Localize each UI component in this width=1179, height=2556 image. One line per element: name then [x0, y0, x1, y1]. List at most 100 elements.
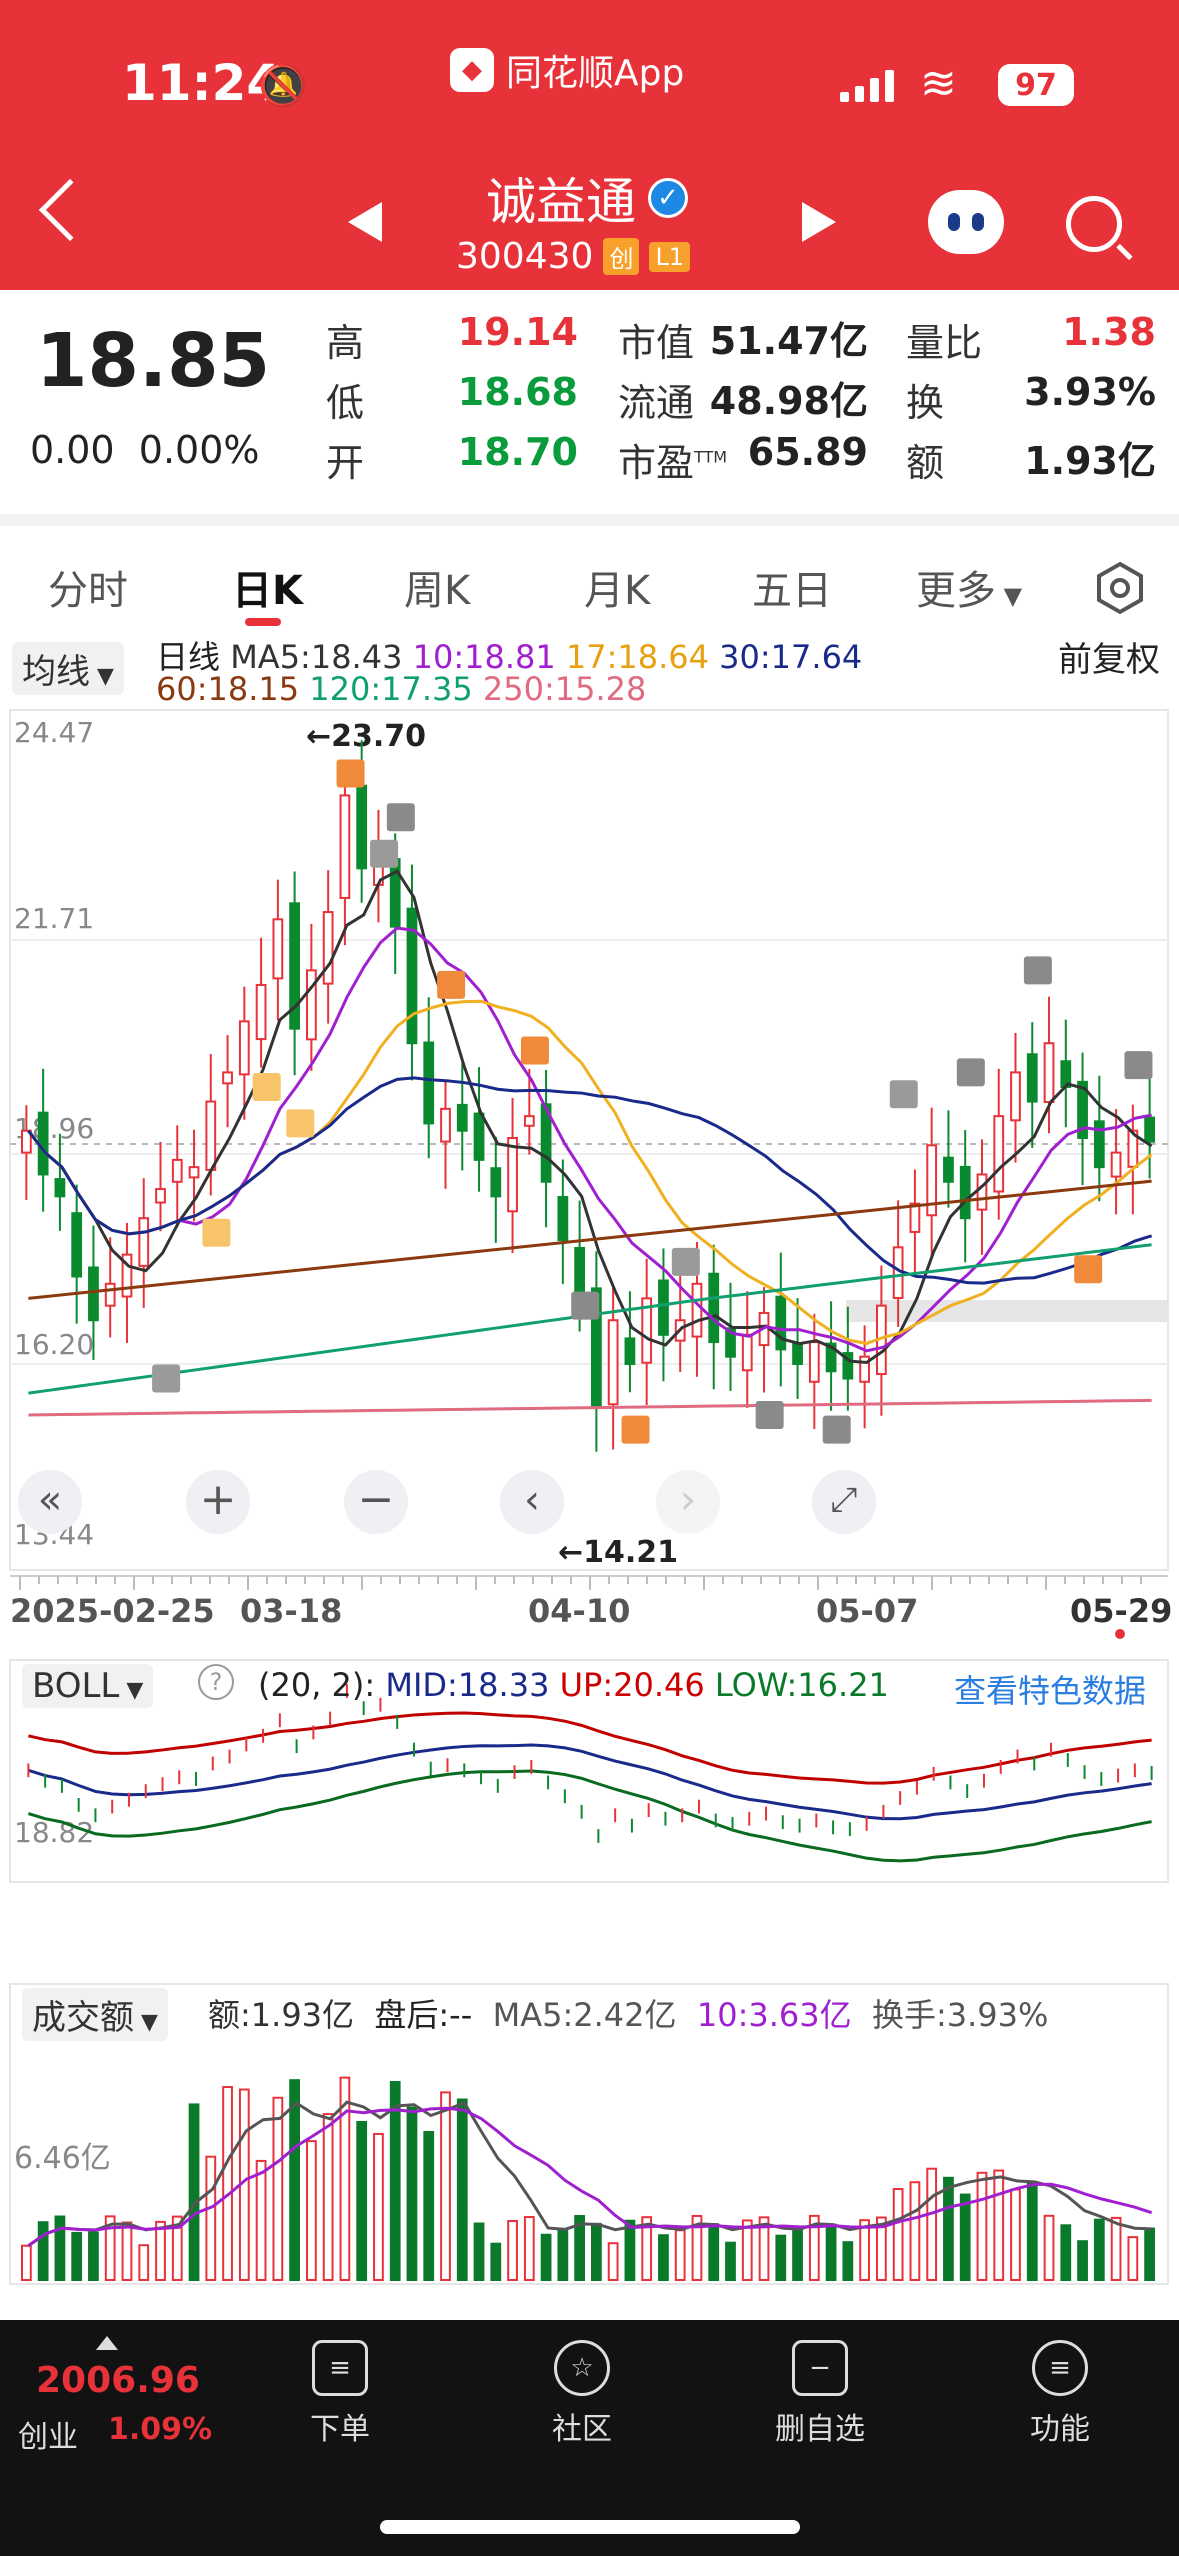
zoom-in-icon[interactable]: + [186, 1470, 250, 1534]
volume-bar [406, 2106, 418, 2281]
volume-bar [222, 2086, 233, 2282]
signal-badge [956, 1058, 985, 1087]
signal-badge [152, 1364, 181, 1393]
vol-y-tick: 6.46亿 [14, 2141, 111, 2176]
active-tab-indicator [245, 618, 281, 626]
volume-bar [808, 2214, 820, 2282]
kline-chart[interactable]: 24.47 21.71 18.96 16.20 13.44 ←23.70 ←14… [0, 624, 1179, 2300]
candles [21, 740, 1156, 1452]
next-stock-icon[interactable] [802, 202, 836, 242]
candle [976, 1173, 988, 1211]
remove-watchlist-button[interactable]: − 删自选 [740, 2340, 900, 2448]
community-button[interactable]: ☆ 社区 [502, 2340, 662, 2448]
tab-monthly-k[interactable]: 月K [584, 568, 651, 614]
high-value: 19.14 [457, 310, 578, 354]
candle [1043, 1042, 1055, 1104]
candle [725, 1327, 736, 1358]
volume-bar [959, 2193, 971, 2282]
tab-weekly-k[interactable]: 周K [404, 568, 471, 614]
scroll-right-icon[interactable]: › [656, 1470, 720, 1534]
tab-daily-k[interactable]: 日K [232, 568, 303, 614]
boll-lines [27, 1684, 1153, 1863]
kline-frame [9, 709, 1169, 1571]
volume-bar [658, 2234, 669, 2281]
tab-intraday[interactable]: 分时 [48, 568, 128, 614]
pe-label: 市盈TTM [618, 432, 727, 487]
volume-selector[interactable]: 成交额 ▼ [22, 1988, 168, 2041]
scroll-left-icon[interactable]: ‹ [500, 1470, 564, 1534]
volume-bar [88, 2231, 99, 2282]
community-label: 社区 [552, 2412, 612, 2447]
rewind-icon[interactable]: « [18, 1470, 82, 1534]
volume-bar [741, 2219, 753, 2282]
volume-bars [21, 2076, 1156, 2282]
candle [339, 794, 351, 899]
candle [322, 911, 334, 985]
price-change: 0.00 0.00% [30, 428, 260, 472]
volume-bar [1110, 2216, 1122, 2282]
help-icon[interactable]: ? [198, 1664, 234, 1700]
settings-icon[interactable] [1092, 560, 1148, 616]
functions-button[interactable]: ≡ 功能 [980, 2340, 1140, 2448]
mktcap-value: 51.47亿 [709, 319, 868, 363]
float-label: 流通 [618, 381, 695, 425]
volume-bar [892, 2188, 904, 2281]
volume-bar [155, 2220, 166, 2282]
volume-bar [725, 2241, 736, 2281]
search-icon[interactable] [1066, 196, 1122, 252]
candle [658, 1279, 669, 1336]
vol-turnover: 换手:3.93% [871, 1996, 1049, 2034]
expand-up-icon [96, 2336, 118, 2350]
boll-up-line [28, 1711, 1152, 1785]
robot-assistant-icon[interactable] [928, 190, 1004, 254]
boll-params: (20, 2): [258, 1666, 376, 1704]
back-icon[interactable] [38, 178, 102, 242]
volume-bar [540, 2233, 552, 2282]
volume-bar [339, 2076, 351, 2282]
candle [607, 1319, 619, 1406]
volume-bar [389, 2081, 401, 2281]
ma60-value: 60:18.15 [156, 670, 300, 708]
index-change: 1.09% [108, 2412, 213, 2447]
candle [389, 858, 401, 928]
signal-badge [1074, 1255, 1103, 1284]
chevron-down-icon: ▼ [90, 664, 114, 689]
candle [825, 1342, 837, 1373]
app-badge[interactable]: ◆ 同花顺App [450, 44, 684, 96]
tab-more-label: 更多 [916, 568, 996, 614]
ma30-value: 30:17.64 [719, 638, 863, 676]
app-logo-icon: ◆ [450, 48, 494, 92]
zoom-out-icon[interactable]: − [344, 1470, 408, 1534]
prev-stock-icon[interactable] [348, 202, 382, 242]
candle [1093, 1120, 1105, 1169]
volume-bar [188, 2103, 200, 2281]
volume-bar [71, 2231, 83, 2282]
adjust-mode[interactable]: 前复权 [1058, 640, 1160, 680]
volume-bar [976, 2171, 988, 2282]
signal-badge [370, 839, 399, 868]
signal-badge [1124, 1051, 1153, 1080]
volume-bar [943, 2176, 954, 2282]
chevron-down-icon: ▼ [996, 582, 1023, 610]
ma-selector[interactable]: 均线 ▼ [12, 642, 124, 695]
volume-bar [993, 2169, 1005, 2282]
tab-five-day[interactable]: 五日 [752, 568, 832, 614]
order-button[interactable]: ≡ 下单 [260, 2340, 420, 2448]
volume-bar [1026, 2180, 1038, 2281]
tab-more[interactable]: 更多 ▼ [916, 558, 1022, 616]
date-label-1: 03-18 [240, 1592, 342, 1630]
boll-frame [9, 1659, 1169, 1883]
index-name: 创业 [18, 2420, 78, 2455]
volume-bar [356, 2120, 368, 2281]
volume-bar [591, 2222, 602, 2281]
candle [406, 907, 418, 1045]
candle [188, 1166, 200, 1179]
candle [104, 1282, 116, 1307]
volume-bar [825, 2223, 837, 2282]
fullscreen-icon[interactable]: ⤢ [812, 1470, 876, 1534]
amount-value: 1.93亿 [1024, 439, 1156, 483]
volume-bar [306, 2140, 317, 2282]
boll-selector[interactable]: BOLL ▼ [22, 1664, 154, 1708]
feature-data-link[interactable]: 查看特色数据 [954, 1672, 1147, 1710]
boll-low: LOW:16.21 [714, 1666, 889, 1704]
